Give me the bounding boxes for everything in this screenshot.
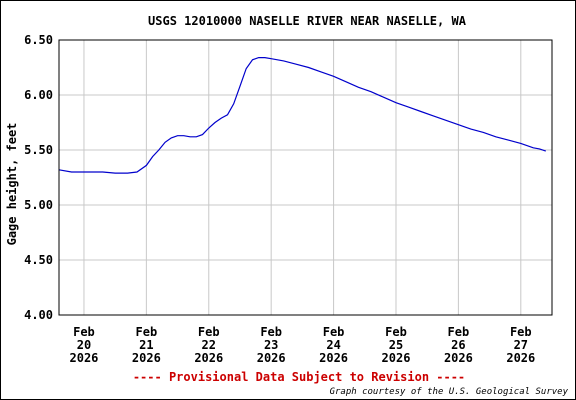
x-tick-label-line: Feb [73,325,95,339]
x-tick-label-line: Feb [198,325,220,339]
x-tick-label-line: 2026 [132,351,161,365]
x-axis-ticks: Feb202026Feb212026Feb222026Feb232026Feb2… [70,325,536,365]
x-tick-label-line: 2026 [444,351,473,365]
gage-height-series-line [58,57,546,174]
x-tick-label-line: 21 [139,338,153,352]
y-tick-label: 4.00 [24,308,53,322]
x-tick-label-line: 20 [77,338,91,352]
grid [59,40,552,315]
x-tick-label-line: 2026 [70,351,99,365]
x-tick-label-line: 2026 [382,351,411,365]
x-tick-label-line: 27 [514,338,528,352]
y-tick-label: 4.50 [24,253,53,267]
provisional-data-note: ---- Provisional Data Subject to Revisio… [133,370,465,384]
y-tick-label: 6.00 [24,88,53,102]
x-tick-label-line: Feb [448,325,470,339]
x-tick-label-line: Feb [510,325,532,339]
x-tick-label-line: 2026 [506,351,535,365]
x-tick-label-line: Feb [385,325,407,339]
y-axis-ticks: 4.00 4.50 5.00 5.50 6.00 6.50 [24,33,53,322]
x-tick-label-line: Feb [323,325,345,339]
y-tick-label: 6.50 [24,33,53,47]
x-tick-label-line: 24 [326,338,340,352]
x-tick-label-line: 2026 [319,351,348,365]
x-tick-label-line: 2026 [257,351,286,365]
chart-title: USGS 12010000 NASELLE RIVER NEAR NASELLE… [148,14,467,28]
x-tick-label-line: Feb [260,325,282,339]
x-tick-label-line: 25 [389,338,403,352]
x-tick-label-line: 2026 [194,351,223,365]
x-tick-label-line: 26 [451,338,465,352]
x-tick-label-line: 23 [264,338,278,352]
y-tick-label: 5.50 [24,143,53,157]
y-tick-label: 5.00 [24,198,53,212]
usgs-credit: Graph courtesy of the U.S. Geological Su… [330,387,569,397]
series-layer [58,57,546,174]
x-tick-label-line: 22 [202,338,216,352]
plot-area-border [58,39,553,316]
y-axis-label: Gage height, feet [5,123,19,246]
x-tick-label-line: Feb [136,325,158,339]
